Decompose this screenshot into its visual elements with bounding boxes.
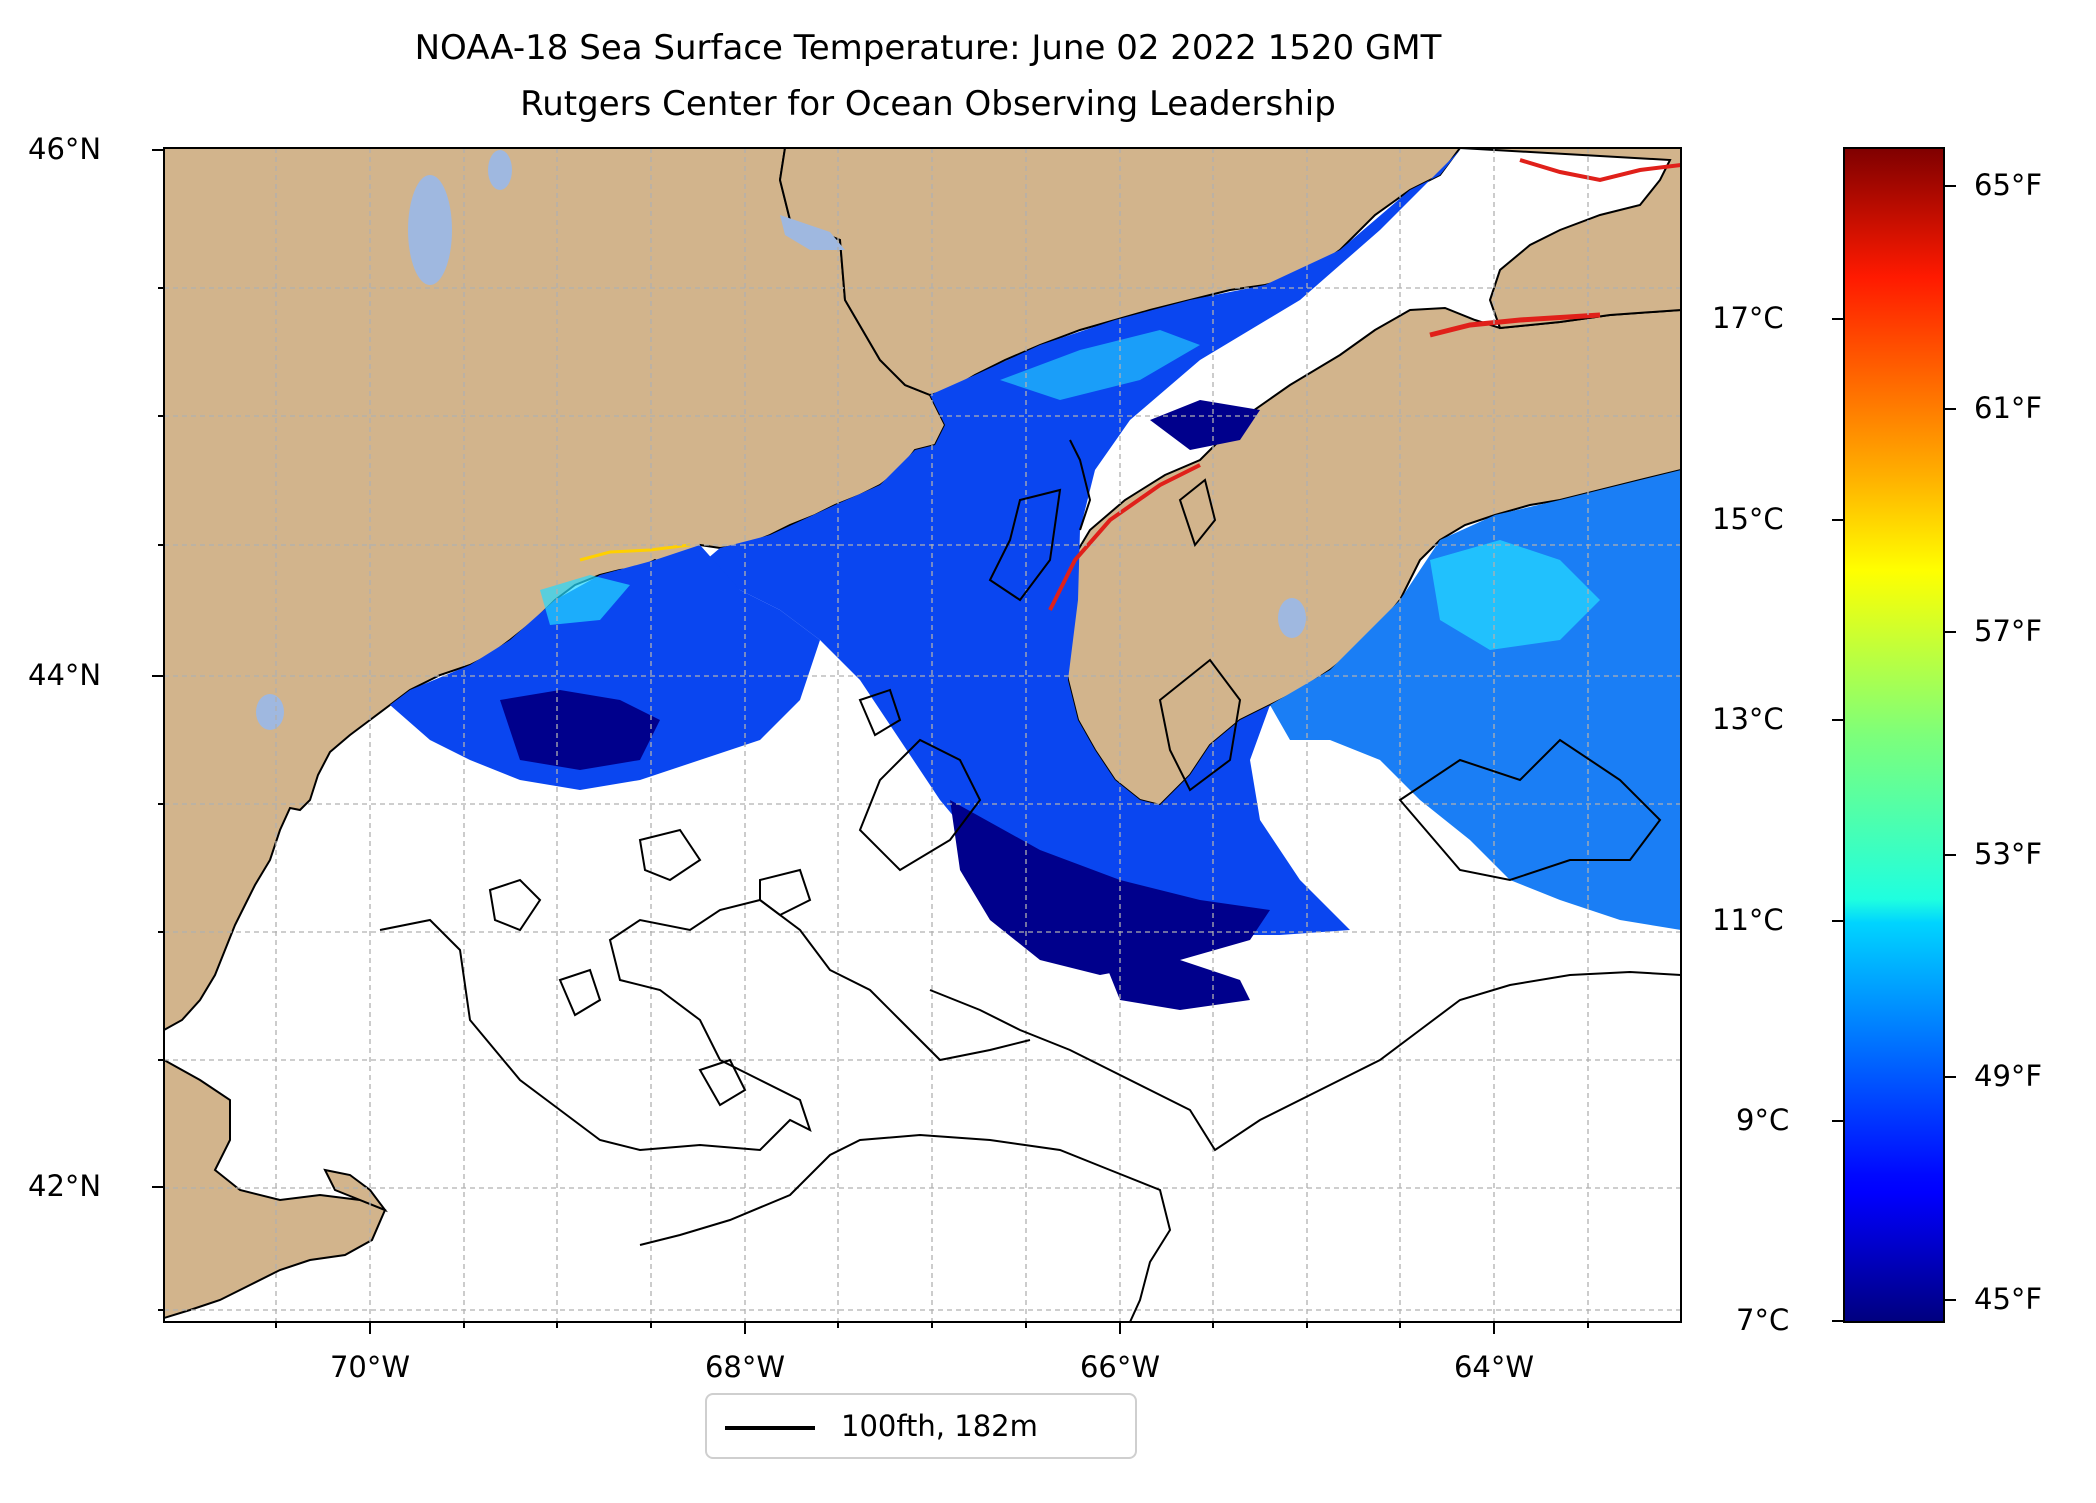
lon-label-70: 70°W xyxy=(300,1350,440,1384)
colorbar-c-17: 17°C xyxy=(1712,301,1784,335)
colorbar-c-11: 11°C xyxy=(1712,903,1784,937)
colorbar-c-7: 7°C xyxy=(1736,1303,1789,1337)
colorbar-c-15: 15°C xyxy=(1712,502,1784,536)
lat-label-46: 46°N xyxy=(28,132,101,166)
colorbar-gradient xyxy=(1844,148,1944,1322)
lake xyxy=(256,694,284,730)
lake xyxy=(488,150,512,190)
colorbar-f-65: 65°F xyxy=(1974,168,2042,202)
colorbar-c-9: 9°C xyxy=(1736,1103,1789,1137)
lon-label-68: 68°W xyxy=(675,1350,815,1384)
colorbar-f-45: 45°F xyxy=(1974,1282,2042,1316)
legend: 100fth, 182m xyxy=(705,1393,1137,1459)
lake xyxy=(408,175,452,285)
legend-label: 100fth, 182m xyxy=(841,1409,1038,1443)
lon-label-64: 64°W xyxy=(1424,1350,1564,1384)
colorbar-c-13: 13°C xyxy=(1712,702,1784,736)
legend-line-swatch xyxy=(725,1426,815,1430)
colorbar-f-57: 57°F xyxy=(1974,614,2042,648)
colorbar-f-61: 61°F xyxy=(1974,391,2042,425)
lat-label-42: 42°N xyxy=(28,1169,101,1203)
lat-label-44: 44°N xyxy=(28,658,101,692)
lon-label-66: 66°W xyxy=(1050,1350,1190,1384)
lake xyxy=(1278,598,1306,638)
sst-map xyxy=(0,0,2096,1503)
colorbar-f-53: 53°F xyxy=(1974,837,2042,871)
colorbar-f-49: 49°F xyxy=(1974,1059,2042,1093)
